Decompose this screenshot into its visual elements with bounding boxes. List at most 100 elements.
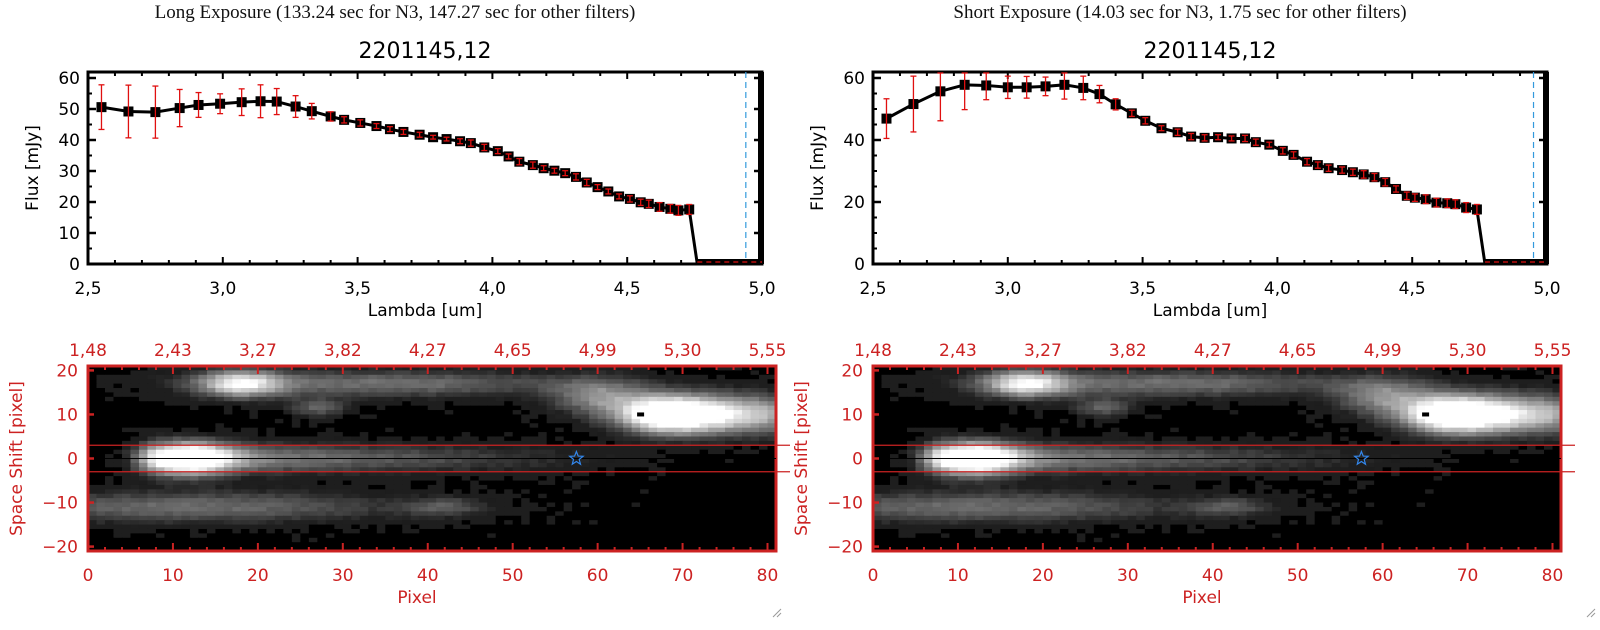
image-cell xyxy=(359,484,369,490)
image-cell xyxy=(1127,410,1137,416)
image-cell xyxy=(716,383,726,389)
image-cell xyxy=(130,537,140,543)
image-cell xyxy=(1391,388,1401,394)
image-cell xyxy=(206,396,217,402)
image-cell xyxy=(1221,370,1231,376)
image-cell xyxy=(249,537,259,543)
image-cell xyxy=(88,449,98,455)
image-cell xyxy=(1051,414,1061,420)
image-cell xyxy=(1170,366,1180,372)
image-cell xyxy=(385,392,395,398)
image-cell xyxy=(648,502,658,508)
image-cell xyxy=(198,476,208,482)
image-cell xyxy=(342,374,352,380)
image-cell xyxy=(96,366,106,372)
image-cell xyxy=(648,515,658,521)
image-cell xyxy=(96,520,106,526)
image-cell xyxy=(742,418,752,424)
image-cell xyxy=(410,427,420,433)
image-cell xyxy=(538,480,548,486)
image-cell xyxy=(495,506,505,512)
image-cell xyxy=(376,405,386,411)
image-cell xyxy=(291,388,301,394)
image-top-wavelength-label: 4,65 xyxy=(494,341,532,361)
image-cell xyxy=(889,383,900,389)
image-cell xyxy=(546,528,556,534)
image-cell xyxy=(640,537,650,543)
image-cell xyxy=(198,546,208,552)
image-cell xyxy=(623,484,633,490)
image-cell xyxy=(767,423,777,429)
image-cell xyxy=(215,427,225,433)
image-cell xyxy=(325,454,335,460)
image-cell xyxy=(555,462,565,468)
image-cell xyxy=(342,528,352,534)
image-cell xyxy=(1068,392,1078,398)
image-cell xyxy=(232,489,242,495)
image-cell xyxy=(223,379,233,385)
image-cell xyxy=(1467,410,1477,416)
image-cell xyxy=(563,374,573,380)
image-cell xyxy=(580,396,590,402)
image-cell xyxy=(393,418,403,424)
image-cell xyxy=(932,366,942,372)
image-cell xyxy=(623,476,633,482)
image-y-tick-label: 0 xyxy=(67,450,78,470)
image-cell xyxy=(419,476,429,482)
image-cell xyxy=(96,383,106,389)
image-cell xyxy=(1518,370,1528,376)
image-cell xyxy=(1042,414,1052,420)
image-cell xyxy=(155,515,166,521)
image-cell xyxy=(750,414,760,420)
image-cell xyxy=(385,524,395,530)
image-cell xyxy=(164,528,174,534)
image-cell xyxy=(402,515,412,521)
image-cell xyxy=(699,502,709,508)
image-cell xyxy=(580,454,590,460)
image-cell xyxy=(1187,379,1197,385)
image-cell xyxy=(402,423,412,429)
image-cell xyxy=(172,462,183,468)
image-cell xyxy=(368,458,378,464)
image-cell xyxy=(529,524,539,530)
image-cell xyxy=(385,502,395,508)
image-cell xyxy=(606,537,616,543)
image-cell xyxy=(597,423,607,429)
image-cell xyxy=(898,405,908,411)
image-cell xyxy=(521,498,531,504)
image-cell xyxy=(614,383,624,389)
image-cell xyxy=(657,484,667,490)
image-cell xyxy=(546,396,556,402)
image-cell xyxy=(1212,405,1222,411)
image-cell xyxy=(223,524,233,530)
image-x-tick-label: 80 xyxy=(757,566,779,586)
image-cell xyxy=(113,506,123,512)
image-cell xyxy=(274,489,284,495)
image-cell xyxy=(580,401,590,407)
image-cell xyxy=(1289,366,1299,372)
image-cell xyxy=(983,414,993,420)
image-cell xyxy=(1195,366,1205,372)
image-cell xyxy=(949,379,959,385)
image-cell xyxy=(138,396,149,402)
image-cell xyxy=(232,379,242,385)
image-cell xyxy=(1085,401,1095,407)
image-cell xyxy=(470,467,480,473)
image-cell xyxy=(300,440,310,446)
image-cell xyxy=(1110,379,1120,385)
image-cell xyxy=(873,396,883,402)
image-cell xyxy=(750,432,760,438)
image-cell xyxy=(1416,388,1426,394)
image-cell xyxy=(266,449,276,455)
image-cell xyxy=(419,427,429,433)
image-cell xyxy=(410,388,420,394)
image-cell xyxy=(410,445,420,451)
image-cell xyxy=(1450,388,1460,394)
image-cell xyxy=(206,537,217,543)
image-cell xyxy=(674,458,684,464)
image-cell xyxy=(708,392,718,398)
image-cell xyxy=(767,498,777,504)
image-cell xyxy=(215,388,225,394)
image-cell xyxy=(1119,392,1129,398)
image-cell xyxy=(716,440,726,446)
